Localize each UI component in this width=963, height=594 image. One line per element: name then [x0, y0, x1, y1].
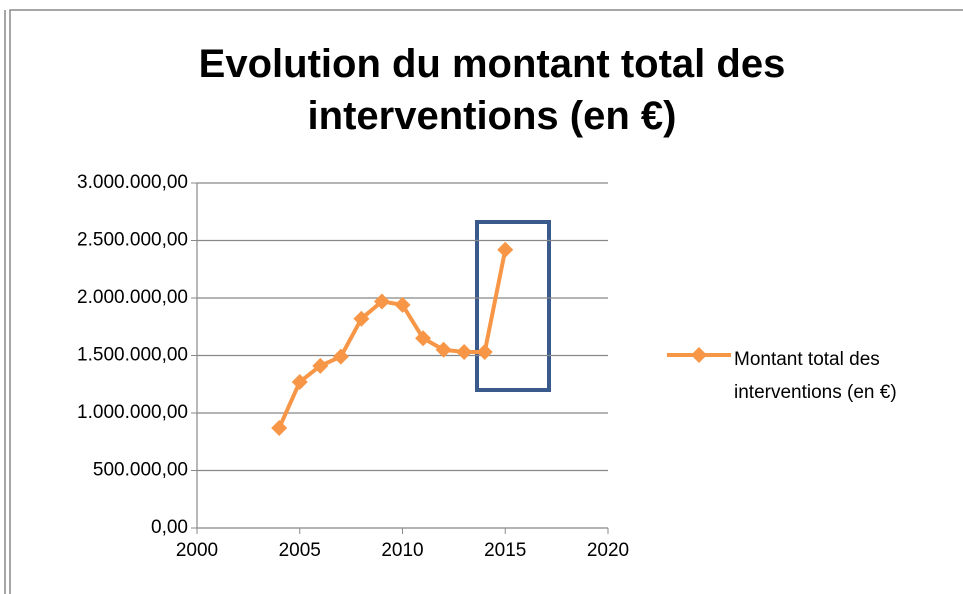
y-tick-label: 1.000.000,00 — [77, 402, 188, 423]
x-tick-label: 2020 — [587, 540, 629, 561]
data-line — [277, 249, 508, 429]
data-point — [476, 344, 493, 361]
chart-title: Evolution du montant total des intervent… — [198, 42, 786, 138]
data-point — [394, 296, 411, 313]
y-tick-label: 2.500.000,00 — [77, 230, 188, 251]
data-point — [415, 330, 432, 347]
data-point — [312, 357, 329, 374]
data-point — [456, 344, 473, 361]
data-point — [373, 293, 390, 310]
data-point — [497, 241, 514, 258]
y-tick-label: 2.000.000,00 — [77, 287, 188, 308]
data-point — [291, 373, 308, 390]
x-tick-label: 2010 — [381, 540, 423, 561]
y-tick-label: 0,00 — [151, 517, 188, 538]
legend-label: Montant total des interventions (en €) — [734, 349, 897, 403]
x-tick-label: 2005 — [279, 540, 321, 561]
x-tick-label: 2015 — [484, 540, 526, 561]
data-point — [271, 419, 288, 436]
x-tick-label: 2000 — [176, 540, 218, 561]
legend-marker — [691, 347, 707, 363]
y-tick-label: 1.500.000,00 — [77, 345, 188, 366]
data-point — [332, 348, 349, 365]
highlight-box — [475, 220, 551, 392]
data-point — [435, 341, 452, 358]
data-point — [353, 310, 370, 327]
chart-border — [9, 9, 963, 594]
y-tick-label: 3.000.000,00 — [77, 172, 188, 193]
y-tick-label: 500.000,00 — [93, 460, 188, 481]
